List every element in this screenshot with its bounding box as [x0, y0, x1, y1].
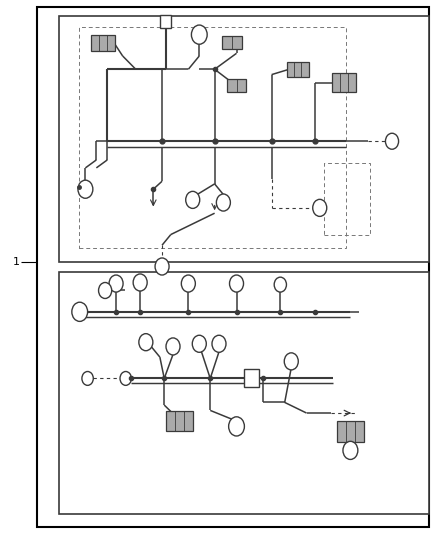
Circle shape — [216, 194, 230, 211]
Circle shape — [78, 180, 93, 198]
Bar — [91, 35, 115, 51]
Circle shape — [109, 275, 123, 292]
Circle shape — [139, 334, 153, 351]
Circle shape — [191, 25, 207, 44]
Circle shape — [212, 335, 226, 352]
Bar — [59, 272, 429, 514]
Bar — [287, 62, 309, 77]
Circle shape — [192, 335, 206, 352]
Bar — [59, 16, 429, 262]
Circle shape — [99, 282, 112, 298]
Bar — [227, 78, 246, 92]
Bar — [223, 36, 242, 49]
Circle shape — [120, 372, 131, 385]
Bar — [37, 7, 429, 527]
Circle shape — [186, 191, 200, 208]
Bar — [337, 421, 364, 442]
Circle shape — [155, 258, 169, 275]
Circle shape — [313, 199, 327, 216]
Bar — [244, 369, 259, 387]
Bar — [160, 15, 171, 28]
Circle shape — [284, 353, 298, 370]
Circle shape — [133, 274, 147, 291]
Bar — [79, 27, 346, 248]
Circle shape — [229, 417, 244, 436]
Circle shape — [181, 275, 195, 292]
Circle shape — [72, 302, 88, 321]
Circle shape — [230, 275, 244, 292]
Circle shape — [385, 133, 399, 149]
Circle shape — [82, 372, 93, 385]
Circle shape — [343, 441, 358, 459]
Bar — [324, 163, 370, 235]
Circle shape — [166, 338, 180, 355]
Bar — [332, 73, 356, 92]
Text: 1: 1 — [13, 257, 20, 267]
Circle shape — [274, 277, 286, 292]
Bar — [166, 411, 193, 431]
